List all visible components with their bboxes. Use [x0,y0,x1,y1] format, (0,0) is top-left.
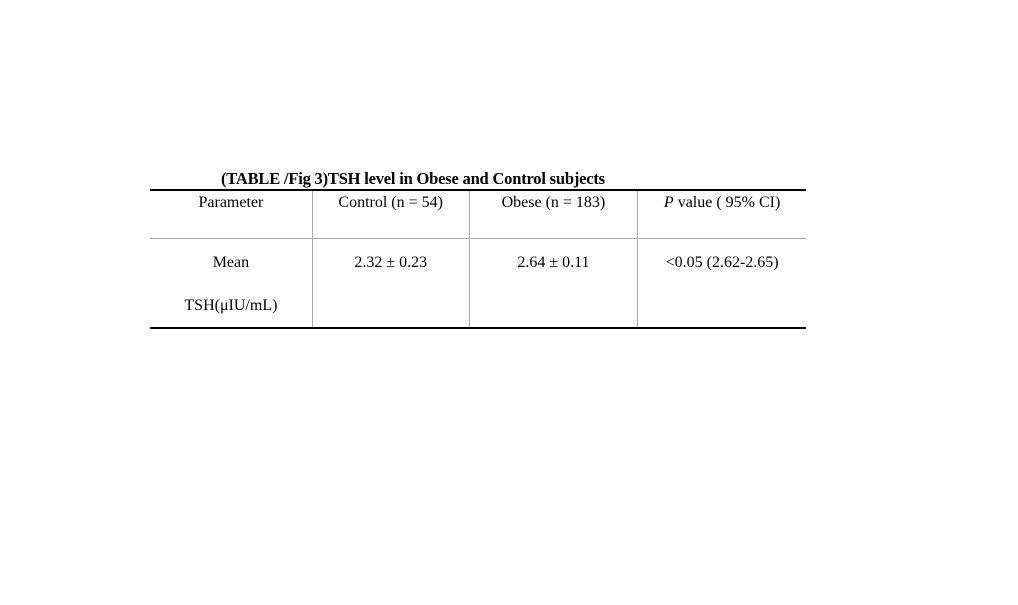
tsh-table: Parameter Control (n = 54) Obese (n = 18… [150,189,806,329]
parameter-line2: TSH(μIU/mL) [184,297,278,314]
cell-control: 2.32 ± 0.23 [311,238,470,328]
table-header-row: Parameter Control (n = 54) Obese (n = 18… [150,190,806,239]
p-symbol: P [663,194,674,211]
cell-parameter: Mean TSH(μIU/mL) [150,239,312,329]
cell-p-value: <0.05 (2.62-2.65) [637,238,806,328]
table-title: (TABLE /Fig 3)TSH level in Obese and Con… [221,169,605,188]
cell-obese: 2.64 ± 0.11 [468,238,638,328]
parameter-line1: Mean [212,254,250,271]
p-value-label: value ( 95% CI) [673,194,781,211]
p-value: <0.05 (2.62-2.65) [665,254,779,271]
table-row: Mean TSH(μIU/mL) 2.32 ± 0.23 2.64 ± 0.11… [150,238,806,329]
control-value: 2.32 ± 0.23 [354,254,428,271]
header-control: Control (n = 54) [311,190,470,239]
obese-value: 2.64 ± 0.11 [517,254,590,271]
header-parameter: Parameter [150,190,313,239]
header-p-value: P value ( 95% CI) [637,190,806,239]
header-obese: Obese (n = 183) [468,190,638,239]
